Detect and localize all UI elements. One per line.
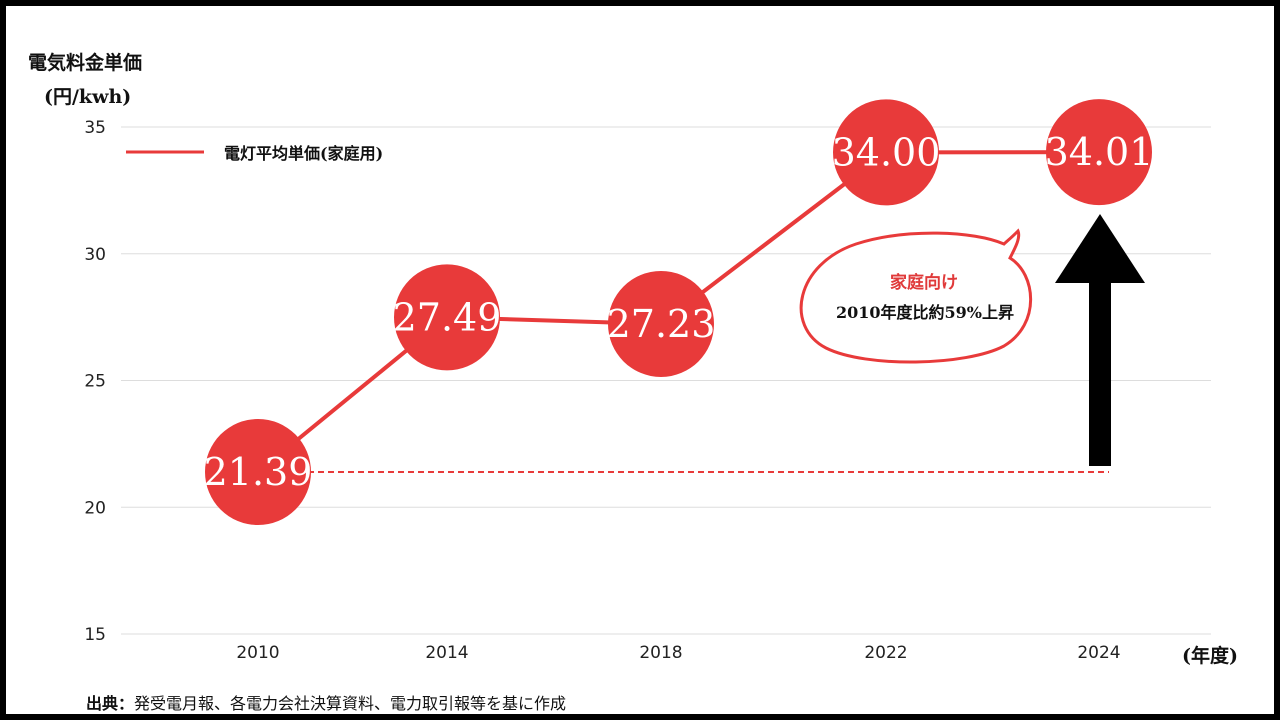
data-label: 34.01 [1045, 130, 1154, 174]
y-axis-title: 電気料金単価 [28, 52, 143, 74]
y-axis-unit: (円/kwh) [44, 86, 132, 108]
y-tick-label: 25 [84, 372, 106, 392]
data-point-marker [394, 264, 500, 371]
data-label: 27.23 [607, 302, 716, 346]
x-axis-unit: (年度) [1182, 645, 1238, 667]
y-tick-label: 30 [84, 245, 106, 265]
data-label: 21.39 [204, 450, 313, 494]
callout-body: 2010年度比約59%上昇 [835, 303, 1014, 322]
x-tick-label: 2010 [236, 643, 279, 663]
data-point-marker [1046, 99, 1152, 206]
y-tick-label: 35 [84, 118, 106, 138]
increase-arrow-head [1055, 214, 1145, 283]
callout-title: 家庭向け [890, 273, 958, 293]
line-chart: 35 30 25 20 15 2010 2014 2018 2022 2024 21.39 27.49… [84, 99, 1211, 663]
source-note: 出典：発受電月報、各電力会社決算資料、電力取引報等を基に作成 [86, 690, 566, 714]
callout-bubble [799, 228, 1033, 364]
data-point-marker [205, 419, 311, 526]
x-tick-label: 2024 [1077, 643, 1120, 663]
increase-arrow-shaft [1089, 282, 1111, 466]
y-tick-label: 20 [84, 498, 106, 518]
y-tick-label: 15 [84, 625, 106, 645]
source-text: 発受電月報、各電力会社決算資料、電力取引報等を基に作成 [134, 694, 567, 713]
x-tick-label: 2022 [864, 643, 907, 663]
x-tick-label: 2014 [425, 643, 468, 663]
data-point-marker [608, 270, 714, 377]
data-label: 34.00 [832, 130, 941, 174]
data-label: 27.49 [393, 295, 502, 339]
source-label: 出典： [86, 694, 135, 713]
data-point-marker [833, 99, 939, 206]
x-tick-label: 2018 [639, 643, 682, 663]
legend-label: 電灯平均単価(家庭用) [224, 144, 384, 163]
